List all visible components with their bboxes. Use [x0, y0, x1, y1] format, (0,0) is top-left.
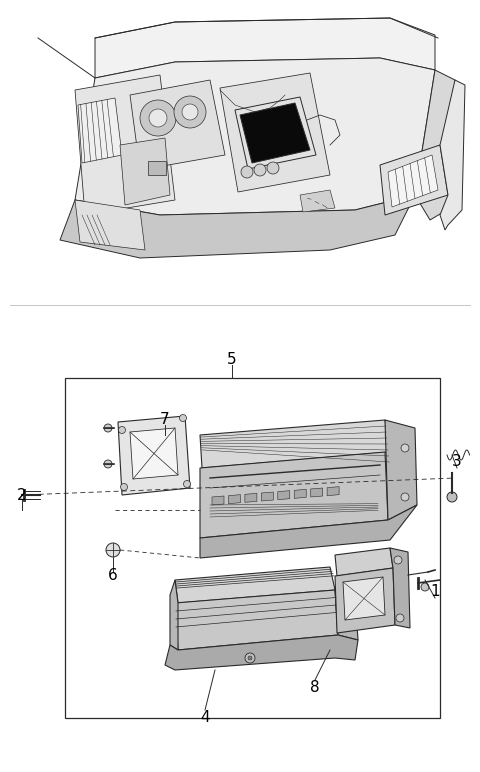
Polygon shape	[294, 489, 306, 499]
Circle shape	[104, 460, 112, 468]
Text: 6: 6	[108, 567, 118, 583]
Circle shape	[104, 424, 112, 432]
Polygon shape	[240, 103, 310, 163]
Polygon shape	[95, 18, 435, 78]
Text: 1: 1	[430, 584, 440, 600]
Circle shape	[149, 109, 167, 127]
Circle shape	[120, 483, 128, 490]
Polygon shape	[118, 416, 190, 495]
Circle shape	[140, 100, 176, 136]
Polygon shape	[212, 496, 224, 505]
Polygon shape	[75, 58, 435, 215]
Polygon shape	[245, 493, 257, 503]
Polygon shape	[170, 580, 178, 650]
Polygon shape	[165, 635, 358, 670]
Polygon shape	[335, 590, 358, 640]
Circle shape	[401, 444, 409, 452]
Text: 3: 3	[452, 455, 462, 469]
Bar	[148, 161, 166, 175]
Polygon shape	[130, 80, 225, 170]
Polygon shape	[343, 577, 385, 620]
Polygon shape	[75, 75, 175, 215]
Polygon shape	[311, 488, 323, 497]
Text: 2: 2	[17, 487, 27, 503]
Circle shape	[254, 164, 266, 176]
Circle shape	[106, 543, 120, 557]
Polygon shape	[440, 80, 465, 230]
Text: 5: 5	[227, 353, 237, 367]
Polygon shape	[120, 138, 170, 205]
Polygon shape	[130, 428, 178, 479]
Polygon shape	[385, 420, 417, 520]
Polygon shape	[335, 548, 393, 576]
Polygon shape	[200, 505, 417, 558]
Circle shape	[119, 426, 125, 434]
Polygon shape	[327, 486, 339, 496]
Circle shape	[174, 96, 206, 128]
Polygon shape	[60, 195, 415, 258]
Text: 7: 7	[160, 412, 170, 428]
Polygon shape	[75, 200, 145, 250]
Polygon shape	[335, 568, 395, 633]
Circle shape	[248, 656, 252, 660]
Polygon shape	[390, 548, 410, 628]
Circle shape	[245, 653, 255, 663]
Text: 8: 8	[310, 680, 320, 696]
Polygon shape	[175, 567, 335, 603]
Text: 4: 4	[200, 710, 210, 726]
Polygon shape	[220, 73, 330, 192]
Circle shape	[180, 415, 187, 422]
Bar	[65, 378, 440, 718]
Circle shape	[447, 492, 457, 502]
Polygon shape	[175, 590, 338, 650]
Polygon shape	[261, 492, 273, 501]
Polygon shape	[388, 155, 438, 207]
Polygon shape	[228, 495, 240, 503]
Polygon shape	[380, 145, 448, 215]
Polygon shape	[278, 491, 290, 499]
Circle shape	[267, 162, 279, 174]
Circle shape	[183, 480, 191, 487]
Polygon shape	[200, 420, 390, 468]
Polygon shape	[200, 452, 388, 538]
Circle shape	[396, 614, 404, 622]
Circle shape	[241, 166, 253, 178]
Polygon shape	[300, 190, 335, 212]
Circle shape	[182, 104, 198, 120]
Circle shape	[394, 556, 402, 564]
Circle shape	[421, 583, 429, 591]
Circle shape	[401, 493, 409, 501]
Polygon shape	[78, 98, 122, 163]
Polygon shape	[415, 70, 455, 220]
